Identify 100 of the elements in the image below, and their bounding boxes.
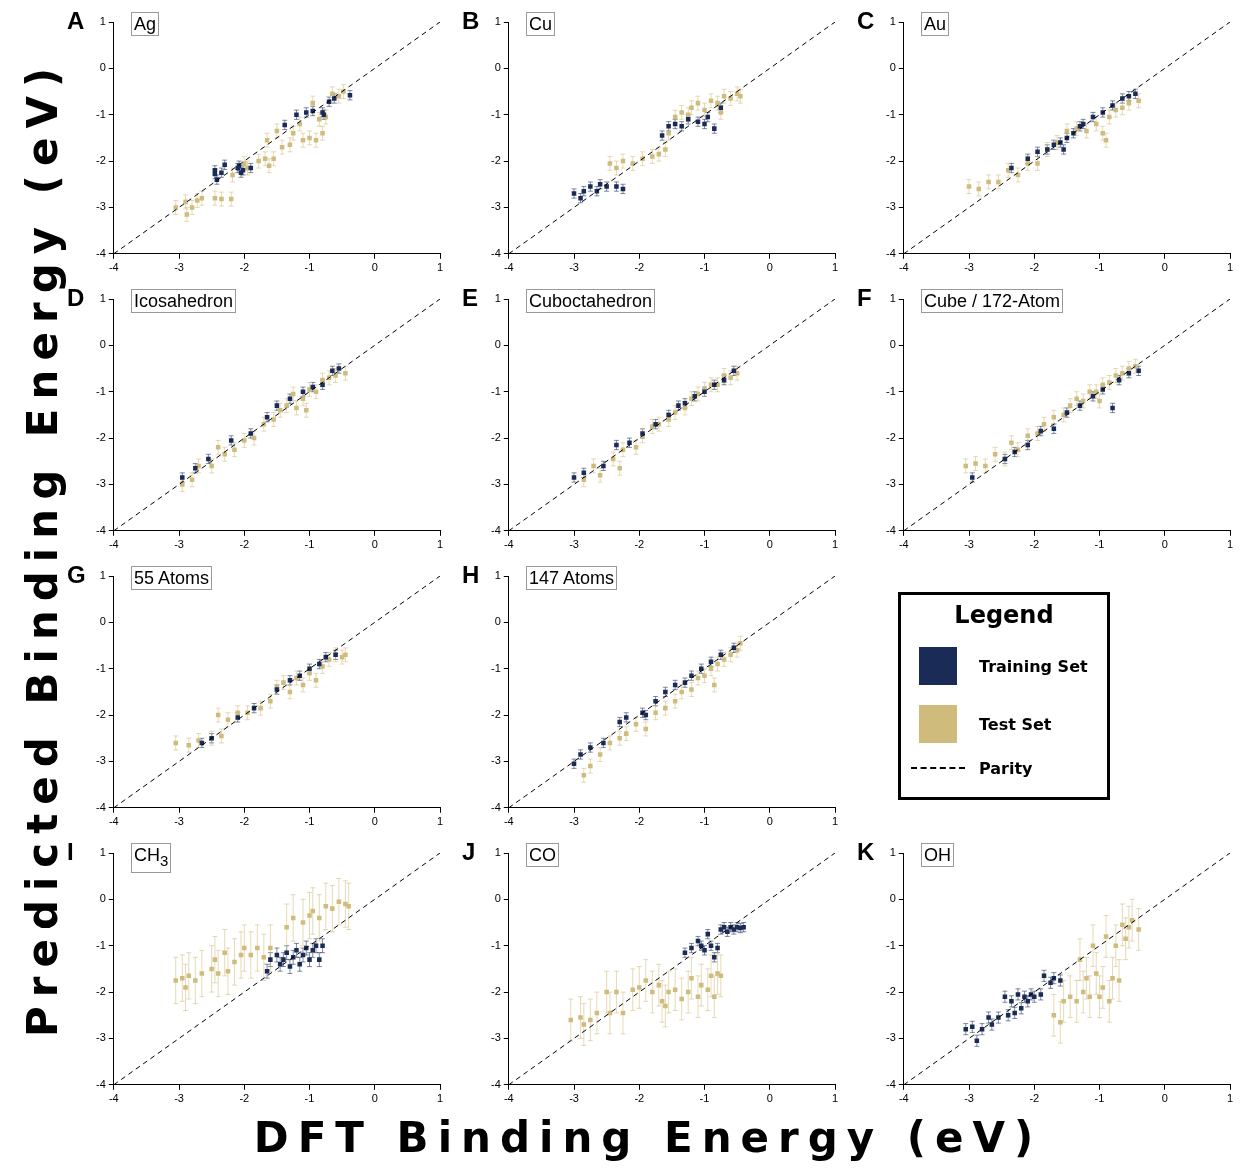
y-tick-label: -3 — [491, 1031, 501, 1044]
x-tick-label: -3 — [964, 261, 974, 274]
x-tick-label: 0 — [1161, 538, 1168, 551]
y-tick-label: -2 — [96, 154, 106, 167]
x-tick-label: 1 — [831, 1092, 839, 1105]
y-tick-label: -2 — [886, 154, 896, 167]
y-tick-label: -4 — [491, 800, 501, 813]
y-tick-label: -4 — [491, 523, 501, 536]
y-tick-label: -3 — [96, 1031, 106, 1044]
x-tick-label: -3 — [569, 1092, 579, 1105]
x-tick-label: -2 — [634, 538, 645, 551]
y-tick-label: -2 — [491, 985, 501, 998]
y-tick-label: 1 — [99, 15, 106, 28]
y-tick-label: 1 — [889, 15, 896, 28]
y-tick-label: 1 — [889, 292, 896, 305]
x-tick-label: -1 — [699, 538, 710, 551]
x-tick-label: -3 — [569, 538, 579, 551]
chart-subtitle: Ag — [131, 12, 160, 36]
y-tick-label: -3 — [96, 754, 106, 767]
chart-subtitle: Cu — [526, 12, 556, 36]
chart-subtitle: 147 Atoms — [526, 566, 618, 590]
legend-label: Test Set — [979, 714, 1052, 734]
x-tick-label: -1 — [1094, 1092, 1105, 1105]
legend-label: Parity — [979, 758, 1033, 778]
y-tick-label: 1 — [99, 846, 106, 859]
y-tick-label: 1 — [494, 846, 501, 859]
y-tick-label: -4 — [96, 1077, 106, 1090]
x-tick-label: -2 — [634, 1092, 645, 1105]
x-tick-label: -1 — [699, 1092, 710, 1105]
x-tick-label: -3 — [174, 261, 184, 274]
y-tick-label: -2 — [96, 985, 106, 998]
x-tick-label: 0 — [766, 261, 773, 274]
chart-title: I — [67, 838, 74, 865]
y-tick-label: 1 — [99, 292, 106, 305]
chart-subtitle: Cube / 172-Atom — [921, 289, 1064, 313]
y-tick-label: 1 — [494, 292, 501, 305]
x-tick-label: 1 — [831, 538, 839, 551]
chart-subtitle: Cuboctahedron — [526, 289, 656, 313]
x-tick-label: -1 — [304, 815, 315, 828]
x-tick-label: -1 — [699, 815, 710, 828]
x-tick-label: -3 — [174, 1092, 184, 1105]
y-axis-title: Predicted Binding Energy (eV) — [17, 58, 67, 1038]
x-tick-label: 1 — [831, 261, 839, 274]
x-tick-label: -4 — [503, 538, 514, 551]
x-tick-label: -4 — [503, 815, 514, 828]
x-tick-label: -2 — [239, 1092, 250, 1105]
chart-title: D — [67, 284, 85, 311]
x-tick-label: -3 — [569, 261, 579, 274]
y-tick-label: 0 — [494, 892, 501, 905]
y-tick-label: -3 — [491, 477, 501, 490]
y-tick-label: -1 — [491, 107, 501, 120]
x-tick-label: -3 — [174, 538, 184, 551]
x-tick-label: -3 — [964, 538, 974, 551]
y-tick-label: -1 — [491, 661, 501, 674]
chart-subtitle: 55 Atoms — [131, 566, 213, 590]
chart-title: J — [462, 838, 476, 865]
x-axis-title: DFT Binding Energy (eV) — [253, 1113, 1043, 1162]
x-tick-label: -2 — [1029, 538, 1040, 551]
x-tick-label: -2 — [1029, 261, 1040, 274]
y-tick-label: 1 — [99, 569, 106, 582]
x-tick-label: -4 — [898, 261, 909, 274]
y-tick-label: -4 — [96, 246, 106, 259]
y-tick-label: -1 — [491, 938, 501, 951]
x-tick-label: -2 — [634, 815, 645, 828]
y-tick-label: 0 — [99, 615, 106, 628]
y-tick-label: -1 — [886, 107, 896, 120]
x-tick-label: 0 — [766, 815, 773, 828]
x-tick-label: -4 — [108, 1092, 119, 1105]
x-tick-label: 1 — [436, 538, 444, 551]
x-tick-label: 0 — [371, 538, 378, 551]
x-tick-label: 1 — [1226, 1092, 1234, 1105]
y-tick-label: -1 — [96, 661, 106, 674]
y-tick-label: 1 — [494, 15, 501, 28]
legend-label: Training Set — [979, 656, 1088, 676]
y-tick-label: 0 — [889, 338, 896, 351]
x-tick-label: 1 — [436, 261, 444, 274]
x-tick-label: -2 — [239, 261, 250, 274]
y-tick-label: -4 — [491, 246, 501, 259]
x-tick-label: -2 — [239, 538, 250, 551]
chart-title: B — [462, 7, 480, 34]
chart-subtitle: Au — [921, 12, 950, 36]
y-tick-label: -4 — [886, 1077, 896, 1090]
chart-title: C — [857, 7, 875, 34]
x-tick-label: 0 — [371, 261, 378, 274]
y-tick-label: 0 — [99, 61, 106, 74]
chart-title: H — [462, 561, 480, 588]
x-tick-label: -3 — [569, 815, 579, 828]
x-tick-label: -4 — [898, 1092, 909, 1105]
y-tick-label: -3 — [886, 200, 896, 213]
y-tick-label: -4 — [96, 800, 106, 813]
x-tick-label: -1 — [1094, 261, 1105, 274]
y-tick-label: -4 — [886, 246, 896, 259]
x-tick-label: -3 — [964, 1092, 974, 1105]
y-tick-label: 0 — [494, 615, 501, 628]
x-tick-label: 0 — [1161, 1092, 1168, 1105]
chart-title: A — [67, 7, 85, 34]
x-tick-label: -1 — [304, 1092, 315, 1105]
x-tick-label: -4 — [108, 261, 119, 274]
y-tick-label: -1 — [886, 938, 896, 951]
y-tick-label: 1 — [889, 846, 896, 859]
